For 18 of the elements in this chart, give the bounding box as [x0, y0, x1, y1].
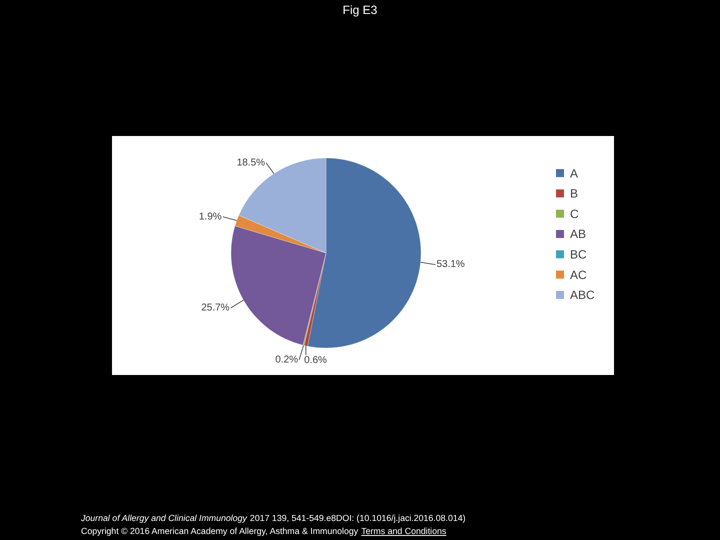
- legend-label: ABC: [570, 288, 596, 302]
- legend-label: AB: [570, 227, 586, 242]
- data-label: 0.6%: [304, 355, 328, 366]
- text: Copyright © 2016 American Academy of Allergy, Asthma & Immunology: [81, 526, 359, 536]
- legend-label: AC: [570, 268, 588, 282]
- text: 2017 139, 541-549.e8DOI: (10.1016/j.jaci.2016.08.014): [250, 513, 466, 523]
- legend-label: A: [570, 166, 578, 180]
- data-label: 53.1%: [436, 259, 465, 270]
- data-label: 25.7%: [201, 302, 230, 314]
- data-label: 18.5%: [236, 157, 266, 168]
- text: Journal of Allergy and Clinical Immunology: [80, 513, 248, 523]
- legend-label: B: [570, 186, 578, 201]
- chart-title: Fig E3: [342, 3, 378, 17]
- legend-label: BC: [570, 248, 588, 262]
- data-label: 1.9%: [198, 211, 222, 222]
- data-label: 0.2%: [275, 354, 298, 366]
- legend-label: C: [570, 206, 579, 221]
- text: Terms and Conditions: [361, 526, 447, 536]
